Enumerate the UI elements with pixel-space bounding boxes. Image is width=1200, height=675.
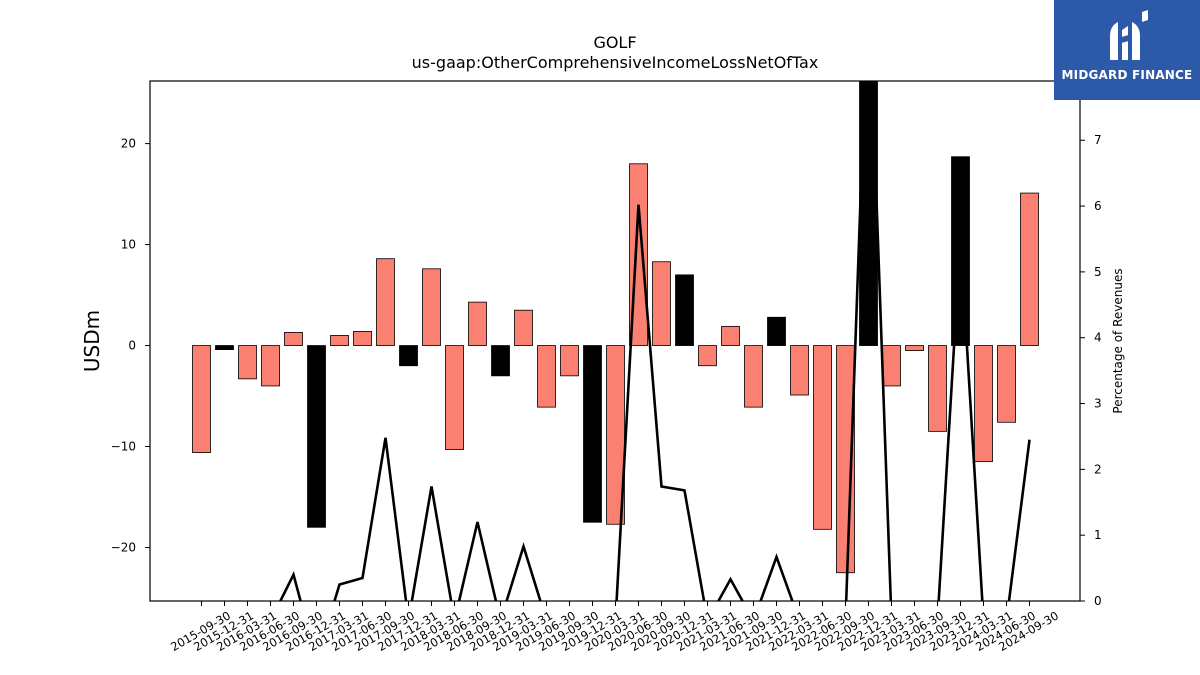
bar-2016-12-31 [307, 345, 326, 528]
y-axis-label: USDm [80, 310, 104, 372]
y2-axis: 0 1 2 3 4 5 6 7 [1080, 133, 1102, 608]
logo-mark-icon [1110, 10, 1148, 60]
bar-2021-12-31 [767, 316, 786, 346]
bar-2023-06-30 [905, 345, 924, 351]
y2-tick-label: 1 [1094, 528, 1102, 542]
bar-2021-03-31 [698, 345, 717, 367]
bar-2020-09-30 [652, 261, 671, 346]
bar-2019-09-30 [560, 345, 579, 377]
y2-tick-label: 2 [1094, 462, 1102, 476]
bar-2017-12-31 [399, 345, 418, 367]
bar-2018-12-31 [491, 345, 510, 377]
logo-text: MIDGARD FINANCE [1061, 68, 1193, 82]
bar-2024-03-31 [974, 345, 993, 463]
bar-2022-03-31 [790, 345, 809, 396]
line-series [278, 81, 1031, 601]
revenue-percentage-line [278, 81, 1031, 601]
bar-2022-06-30 [813, 345, 832, 530]
y2-tick-label: 0 [1094, 594, 1102, 608]
bar-2016-03-31 [238, 345, 257, 380]
bar-2017-06-30 [353, 331, 372, 346]
logo: MIDGARD FINANCE [1054, 0, 1200, 100]
bar-2024-09-30 [1020, 192, 1039, 346]
y2-tick-label: 4 [1094, 331, 1102, 345]
bar-2019-03-31 [514, 309, 533, 346]
bar-2018-03-31 [422, 268, 441, 346]
x-axis: 2015-09-302015-12-312016-03-312016-06-30… [168, 601, 1061, 654]
y2-tick-label: 7 [1094, 133, 1102, 147]
y2-tick-label: 6 [1094, 199, 1102, 213]
bar-2017-09-30 [376, 258, 395, 346]
y-tick-label: 20 [121, 137, 136, 151]
bar-2022-12-31 [859, 81, 878, 346]
y-tick-label: −20 [111, 540, 136, 554]
y2-tick-label: 5 [1094, 265, 1102, 279]
bar-2019-12-31 [583, 345, 602, 523]
bar-2016-06-30 [261, 345, 280, 387]
bars [192, 81, 1039, 574]
bar-2016-09-30 [284, 332, 303, 346]
y2-tick-label: 3 [1094, 397, 1102, 411]
bar-2018-09-30 [468, 301, 487, 346]
bar-2024-06-30 [997, 345, 1016, 423]
bar-2019-06-30 [537, 345, 556, 408]
bar-2018-06-30 [445, 345, 464, 450]
bar-2023-09-30 [928, 345, 947, 432]
y2-axis-label: Percentage of Revenues [1111, 268, 1125, 413]
bar-2015-12-31 [215, 345, 234, 350]
bar-2021-06-30 [721, 325, 740, 346]
chart-subtitle: us-gaap:OtherComprehensiveIncomeLossNetO… [412, 53, 819, 72]
chart-title: GOLF [593, 33, 636, 52]
bar-2023-03-31 [882, 345, 901, 387]
y-axis: −20 −10 0 10 20 [111, 137, 150, 554]
bar-2020-12-31 [675, 274, 694, 346]
y-tick-label: 10 [121, 238, 136, 252]
bar-2017-03-31 [330, 335, 349, 346]
y-tick-label: 0 [128, 339, 136, 353]
bar-2021-09-30 [744, 345, 763, 408]
bar-2015-09-30 [192, 345, 211, 453]
y-tick-label: −10 [111, 440, 136, 454]
